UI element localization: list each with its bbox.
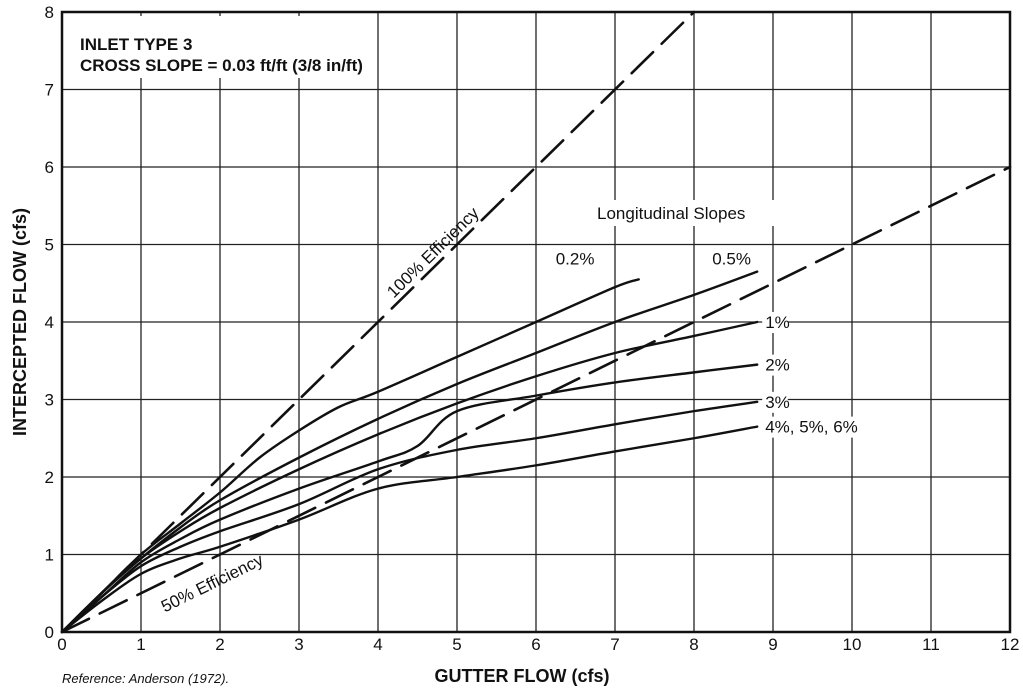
curves [60,10,1012,634]
series-label-background [762,312,788,333]
y-tick-label: 1 [45,546,54,565]
x-tick-label: 11 [922,635,940,654]
series-label-3: 3% [765,393,790,412]
x-axis-title: GUTTER FLOW (cfs) [435,666,610,686]
y-tick-label: 5 [45,236,54,255]
series-label-background [762,391,788,413]
x-tick-label: 4 [373,635,382,654]
x-tick-label: 3 [294,635,303,654]
series-label-100-efficiency: 100% Efficiency [383,203,483,301]
y-tick-label: 4 [45,313,54,332]
y-tick-label: 3 [45,391,54,410]
series-label-1: 1% [765,313,790,332]
reference-note: Reference: Anderson (1972). [62,671,229,686]
series-label-0-5: 0.5% [712,250,751,269]
x-tick-label: 9 [768,635,777,654]
x-tick-label: 0 [57,635,66,654]
series-label-background [762,354,788,376]
title-background [66,16,376,78]
x-tick-label: 10 [843,635,862,654]
series-line-0-2 [60,278,640,634]
x-tick-label: 8 [689,635,698,654]
series-line-0-5 [60,270,759,634]
series-label-background [552,248,603,270]
y-axis-title: INTERCEPTED FLOW (cfs) [10,208,30,436]
series-line-100-efficiency [60,10,696,634]
x-tick-label: 12 [1001,635,1020,654]
series-label-background [762,416,867,438]
series-label-0-2: 0.2% [556,249,595,268]
curves-heading: Longitudinal Slopes [597,204,745,223]
x-tick-label: 1 [136,635,145,654]
series-line-2 [60,363,759,634]
curves-heading-background [592,200,794,226]
x-tick-label: 2 [215,635,224,654]
chart-subtitle: CROSS SLOPE = 0.03 ft/ft (3/8 in/ft) [80,56,363,75]
series-line-3 [60,400,759,634]
series-label-background [709,248,760,270]
y-tick-label: 2 [45,468,54,487]
y-tick-label: 8 [45,3,54,22]
series-line-1 [60,320,759,634]
x-tick-label: 7 [610,635,619,654]
y-tick-label: 7 [45,81,54,100]
series-label-2: 2% [765,356,790,375]
chart-title: INLET TYPE 3 [80,35,192,54]
y-tick-label: 0 [45,623,54,642]
series-line-50-efficiency [60,165,1012,634]
plot-frame [60,10,1012,634]
y-tick-label: 6 [45,158,54,177]
x-tick-label: 5 [452,635,461,654]
series-label-4-5-6: 4%, 5%, 6% [765,418,858,437]
x-tick-label: 6 [531,635,540,654]
series-line-4-5-6 [60,425,759,634]
